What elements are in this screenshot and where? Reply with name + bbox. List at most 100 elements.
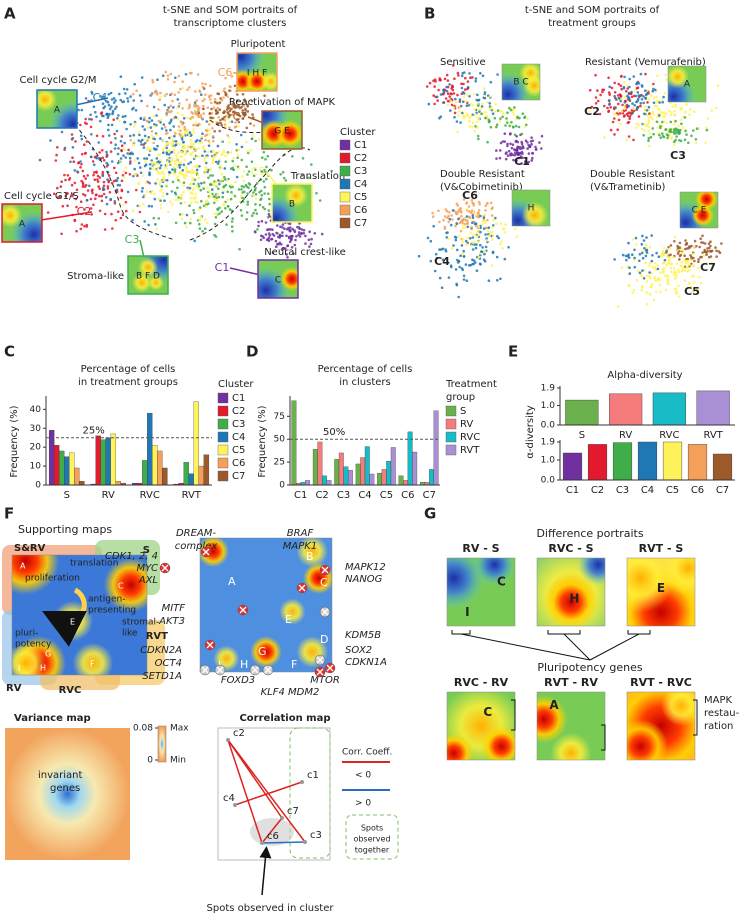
cell-dot <box>235 113 239 116</box>
bar <box>321 475 327 486</box>
cell-dot <box>465 202 468 205</box>
cell-dot <box>259 189 263 193</box>
cell-dot <box>227 115 231 119</box>
cell-dot <box>124 114 127 118</box>
cell-dot <box>195 168 199 172</box>
cell-dot <box>218 164 221 168</box>
cell-dot <box>528 145 532 149</box>
cell-dot <box>646 114 650 118</box>
cell-dot <box>470 114 473 118</box>
cell-dot <box>471 103 475 107</box>
cell-dot <box>231 166 235 170</box>
cell-dot <box>470 125 474 129</box>
spot-letters: G E <box>274 127 290 137</box>
cell-dot <box>468 216 472 219</box>
cell-dot <box>675 276 678 279</box>
cell-dot <box>165 141 169 145</box>
cell-dot <box>176 160 179 163</box>
cell-dot <box>222 184 226 188</box>
cell-dot <box>662 115 665 119</box>
cell-dot <box>663 92 667 95</box>
legend-label: RVT <box>460 445 480 456</box>
cell-dot <box>77 161 80 165</box>
cell-dot <box>664 274 667 278</box>
cell-dot <box>440 286 444 290</box>
cell-dot <box>230 225 234 228</box>
cell-dot <box>52 192 56 196</box>
cell-dot <box>613 81 616 85</box>
som-portrait <box>536 691 606 761</box>
cell-dot <box>189 221 192 225</box>
cell-dot <box>468 95 471 98</box>
spot-label: c1 <box>307 770 319 781</box>
cell-dot <box>205 133 209 136</box>
cell-dot <box>456 93 459 97</box>
cell-dot <box>83 152 87 155</box>
cell-dot <box>504 223 508 226</box>
cell-dot <box>643 108 647 112</box>
cell-dot <box>507 149 511 153</box>
cell-dot <box>590 105 594 109</box>
cell-dot <box>192 131 196 134</box>
cell-dot <box>673 122 676 126</box>
cell-dot <box>270 237 274 241</box>
cell-dot <box>191 115 194 119</box>
x-tick-label: C4 <box>358 490 371 501</box>
cell-dot <box>231 159 234 163</box>
bracket <box>511 699 516 731</box>
cell-dot <box>114 143 117 146</box>
cell-dot <box>147 223 150 227</box>
cell-dot <box>471 216 475 219</box>
cell-dot <box>523 115 527 119</box>
cell-dot <box>200 135 203 139</box>
bar <box>355 463 361 486</box>
spot-letters: A <box>19 220 26 230</box>
cell-dot <box>207 189 211 193</box>
cell-dot <box>449 223 453 227</box>
portrait-spot <box>12 642 46 675</box>
cell-dot <box>474 112 477 116</box>
cell-dot <box>92 171 96 174</box>
cell-dot <box>230 183 233 187</box>
cell-dot <box>679 264 682 267</box>
cell-dot <box>186 188 190 191</box>
cell-dot <box>224 76 227 80</box>
spot-label: c2 <box>233 728 245 739</box>
cell-dot <box>157 217 161 220</box>
cell-dot <box>661 101 664 104</box>
cell-dot <box>131 209 135 213</box>
cell-dot <box>668 130 671 133</box>
cell-dot <box>454 236 458 239</box>
cell-dot <box>153 125 157 128</box>
cell-dot <box>108 112 111 116</box>
bar <box>100 439 106 486</box>
cell-dot <box>623 107 626 111</box>
cell-dot <box>681 126 685 129</box>
portrait-spot <box>138 257 158 278</box>
portrait-spot <box>261 71 277 91</box>
cell-dot <box>71 146 75 149</box>
cell-dot <box>310 163 313 166</box>
cell-dot <box>645 291 649 295</box>
cell-dot <box>628 266 631 270</box>
portrait-spot <box>276 119 302 148</box>
spot-letter: C <box>320 576 328 589</box>
cell-dot <box>98 209 102 213</box>
portrait-spot <box>474 558 515 586</box>
cell-dot <box>488 107 492 111</box>
cell-dot <box>213 151 216 155</box>
cell-dot <box>705 253 708 257</box>
cell-dot <box>212 106 216 109</box>
spot-letters: A <box>54 106 61 116</box>
cell-dot <box>239 133 243 137</box>
cell-dot <box>446 99 450 103</box>
cell-dot <box>527 152 531 155</box>
cell-dot <box>204 227 207 230</box>
portrait-body <box>668 66 706 102</box>
cell-dot <box>300 228 304 231</box>
cell-dot <box>287 236 291 240</box>
portrait-frame <box>501 63 541 101</box>
cell-dot <box>490 264 494 267</box>
cell-dot <box>487 279 491 283</box>
cell-dot <box>669 113 673 117</box>
